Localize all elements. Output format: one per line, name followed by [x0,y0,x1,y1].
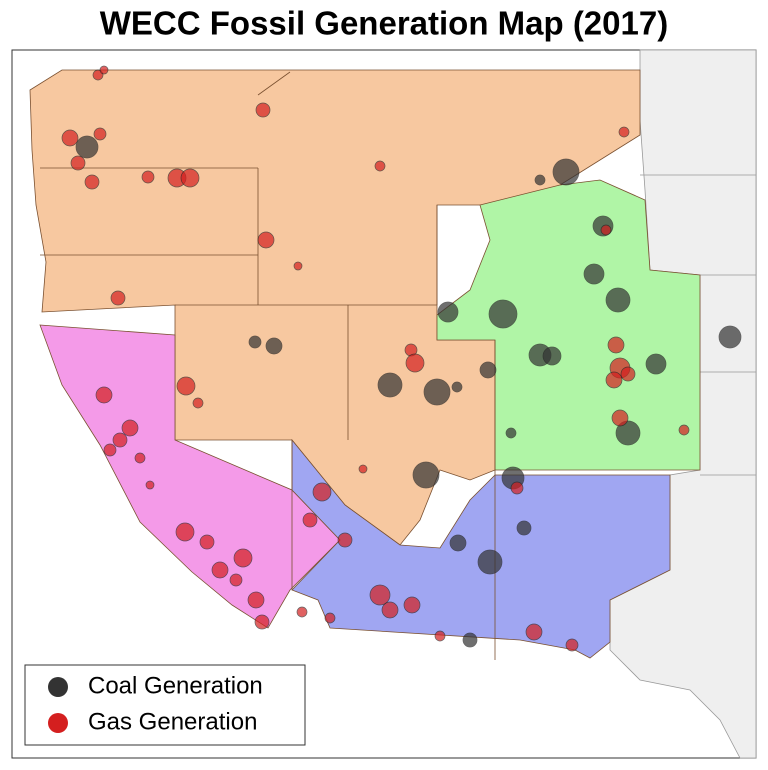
coal-plant [718,325,742,349]
coal-plant [377,372,403,398]
coal-plant [451,381,463,393]
coal-plant [505,427,517,439]
gas-plant [141,170,155,184]
plants [61,65,742,652]
gas-plant [112,432,128,448]
gas-plant [199,534,215,550]
gas-plant [95,386,113,404]
gas-plant [229,573,243,587]
gas-plant [293,261,303,271]
coal-plant [645,353,667,375]
coal-plant [516,520,532,536]
legend-label: Gas Generation [88,708,257,735]
gas-plant [93,127,107,141]
gas-plant [374,160,386,172]
gas-plant [620,366,636,382]
coal-plant [423,378,451,406]
coal-plant [462,632,478,648]
gas-plant [337,532,353,548]
gas-plant [255,102,271,118]
coal-plant [552,158,580,186]
pink-region [39,324,341,629]
gas-plant [211,561,229,579]
legend-marker [48,713,68,733]
gas-plant [358,464,368,474]
gas-plant [403,596,421,614]
gas-plant [302,512,318,528]
gas-plant [434,630,446,642]
gas-plant [134,452,146,464]
gas-plant [84,174,100,190]
green-region [436,179,701,471]
coal-plant [412,461,440,489]
coal-plant [534,174,546,186]
gas-plant [257,231,275,249]
gas-plant [175,522,195,542]
coal-plant [449,534,467,552]
map-title: WECC Fossil Generation Map (2017) [100,5,668,42]
coal-plant [477,549,503,575]
gas-plant [70,155,86,171]
gas-plant [405,353,425,373]
coal-plant [437,301,459,323]
gas-plant [103,443,117,457]
gas-plant [678,424,690,436]
gas-plant [192,397,204,409]
orange-region [29,69,641,546]
gas-plant [611,409,629,427]
legend-marker [48,677,68,697]
gas-plant [618,126,630,138]
coal-plant [248,335,262,349]
gas-plant [369,584,391,606]
legend: Coal Generation Gas Generation [48,672,263,735]
coal-plant [479,361,497,379]
legend-box [24,664,306,746]
gas-plant [247,591,265,609]
gas-plant [121,419,139,437]
gas-plant [180,168,200,188]
gas-plant [381,601,399,619]
gas-plant [99,65,109,75]
gas-plant [525,623,543,641]
gas-plant [233,548,253,568]
coal-plant [75,135,99,159]
gas-plant [110,290,126,306]
gas-plant [176,376,196,396]
gas-plant [312,482,332,502]
gas-plant [565,638,579,652]
coal-plant [488,299,518,329]
coal-plant [583,263,605,285]
gas-plant [324,612,336,624]
gas-plant [607,336,625,354]
gas-plant [254,614,270,630]
coal-plant [542,346,562,366]
coal-plant [605,287,631,313]
gas-plant [605,371,623,389]
gas-plant [600,224,612,236]
coal-plant [265,337,283,355]
gas-plant [296,606,308,618]
coal-plant [615,420,641,446]
gas-plant [510,481,524,495]
gas-plant [61,129,79,147]
gas-plant [145,480,155,490]
legend-label: Coal Generation [88,672,263,699]
